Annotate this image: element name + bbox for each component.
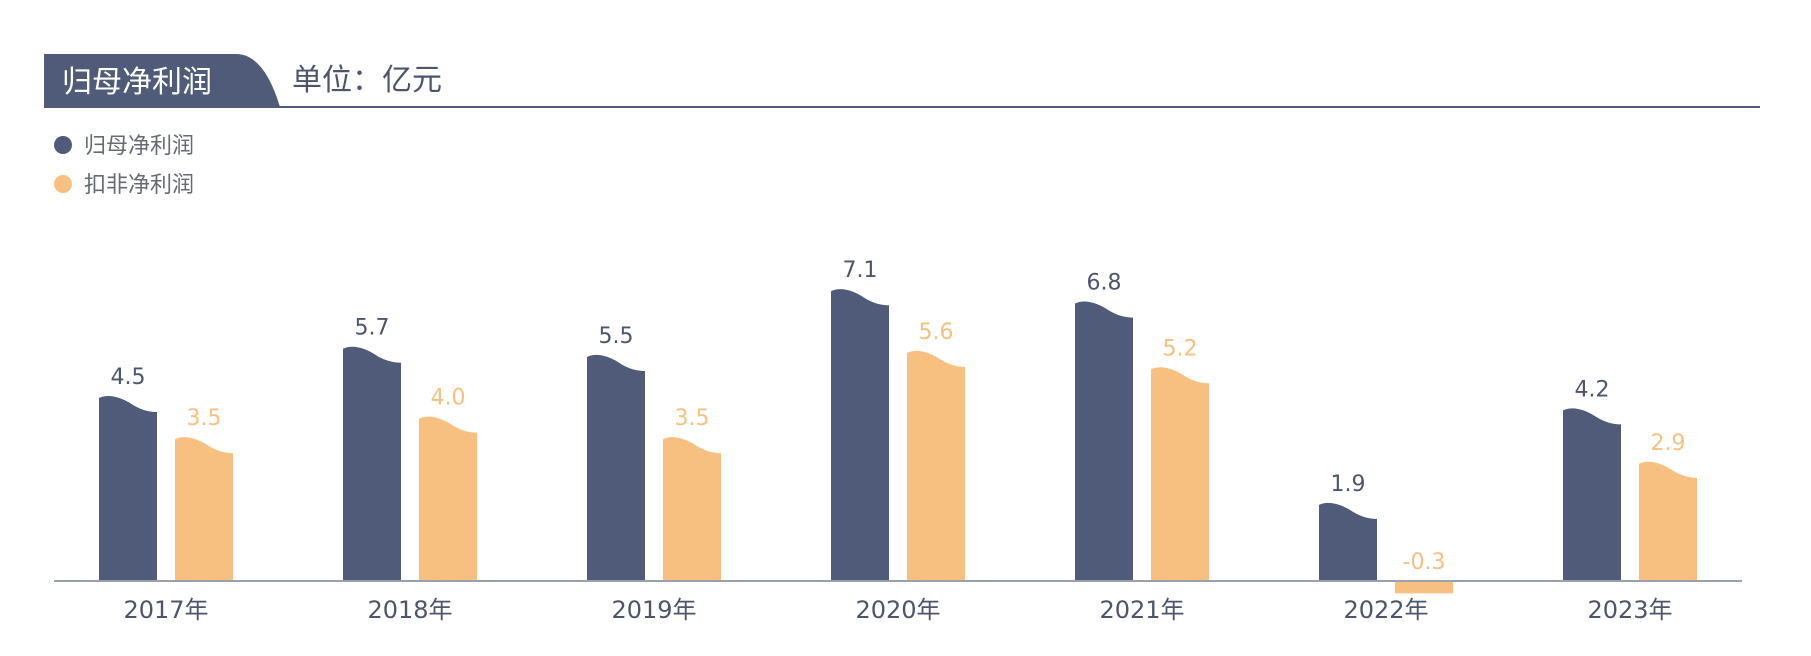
bar-primary <box>1075 301 1133 581</box>
data-label-secondary: 5.2 <box>1163 336 1198 361</box>
legend-item-primary: 归母净利润 <box>54 134 194 159</box>
plot-area: 4.5 3.5 5.7 4.0 5.5 3.5 7.1 5.6 6.8 5.2 1.9 -0.3 4.2… <box>54 258 1742 624</box>
bar-secondary <box>663 437 721 581</box>
title-tab <box>44 54 280 107</box>
data-label-secondary: 3.5 <box>187 406 222 431</box>
bar-primary <box>99 396 157 581</box>
data-label-secondary: 5.6 <box>919 320 954 345</box>
bar-primary <box>1319 502 1377 581</box>
legend-swatch-primary <box>54 136 72 154</box>
data-label-secondary: 3.5 <box>675 406 710 431</box>
data-label-primary: 5.7 <box>355 316 390 341</box>
x-tick-label: 2020年 <box>855 596 940 624</box>
data-label-primary: 4.2 <box>1575 377 1610 402</box>
data-label-primary: 4.5 <box>111 365 146 390</box>
data-label-secondary: 4.0 <box>431 386 466 411</box>
legend-label-primary: 归母净利润 <box>84 134 194 159</box>
bar-secondary <box>175 437 233 581</box>
x-tick-label: 2023年 <box>1587 596 1672 624</box>
data-label-secondary: 2.9 <box>1651 431 1686 456</box>
unit-label: 单位：亿元 <box>292 63 442 98</box>
bar-secondary <box>1151 367 1209 581</box>
x-tick-label: 2021年 <box>1099 596 1184 624</box>
data-label-primary: 1.9 <box>1331 472 1366 497</box>
x-axis-labels: 2017年 2018年 2019年 2020年 2021年 2022年 2023年 <box>123 596 1672 624</box>
data-label-primary: 5.5 <box>599 324 634 349</box>
legend: 归母净利润 扣非净利润 <box>54 134 194 198</box>
legend-label-secondary: 扣非净利润 <box>84 173 194 198</box>
bar-primary <box>587 354 645 581</box>
legend-swatch-secondary <box>54 175 72 193</box>
legend-item-secondary: 扣非净利润 <box>54 173 194 198</box>
bar-primary <box>1563 408 1621 581</box>
x-tick-label: 2017年 <box>123 596 208 624</box>
data-label-primary: 7.1 <box>843 258 878 283</box>
bar-secondary <box>1395 581 1453 594</box>
data-label-primary: 6.8 <box>1087 271 1122 296</box>
bar-secondary <box>907 350 965 581</box>
data-label-secondary: -0.3 <box>1403 550 1446 575</box>
x-tick-label: 2018年 <box>367 596 452 624</box>
value-labels-group: 4.5 3.5 5.7 4.0 5.5 3.5 7.1 5.6 6.8 5.2 1.9 -0.3 4.2… <box>111 258 1686 575</box>
bar-primary <box>831 289 889 581</box>
chart-header: 归母净利润 单位：亿元 <box>44 54 1760 108</box>
chart-title: 归母净利润 <box>62 65 212 100</box>
x-tick-label: 2019年 <box>611 596 696 624</box>
x-tick-label: 2022年 <box>1343 596 1428 624</box>
bar-secondary <box>419 416 477 581</box>
bar-secondary <box>1639 461 1697 581</box>
bars-group <box>99 289 1697 594</box>
bar-primary <box>343 346 401 581</box>
